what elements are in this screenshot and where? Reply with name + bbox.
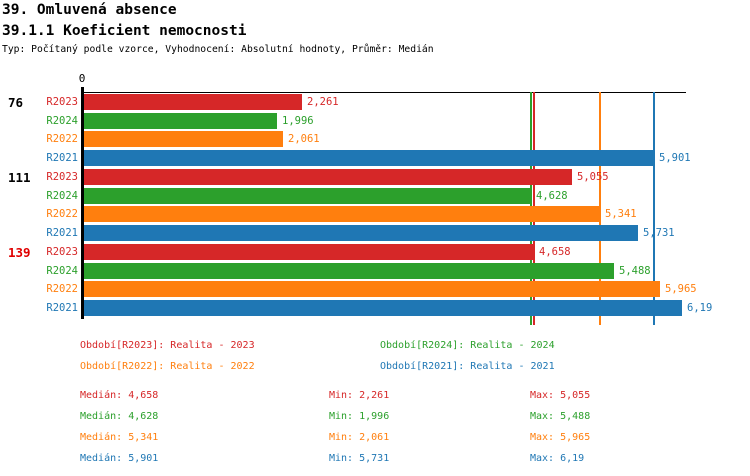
- bar-r2022: [84, 206, 600, 222]
- stat-value: 5,731: [359, 453, 390, 464]
- section-title: 39.1.1 Koeficient nemocnosti: [2, 23, 247, 39]
- stat-value: 4,628: [128, 411, 159, 422]
- stat-min-r2024: Min: 1,996: [329, 411, 389, 423]
- y-axis-line: [81, 87, 84, 319]
- series-label: R2024: [46, 189, 78, 202]
- series-label: R2021: [46, 226, 78, 239]
- stat-label: Min:: [329, 411, 354, 422]
- stat-value: 4,658: [128, 390, 159, 401]
- stat-label: Medián:: [80, 432, 123, 443]
- stat-label: Min:: [329, 432, 354, 443]
- bar-value-label: 6,19: [687, 301, 713, 314]
- bar-r2024: [84, 262, 614, 279]
- bar-r2022: [84, 281, 660, 297]
- series-label: R2023: [46, 171, 78, 183]
- bar-chart: 0 76 R2023 2,261 R2024 1,996 R2022 2,061 R2021 5…: [0, 60, 750, 340]
- bar-value-label: 5,965: [665, 283, 697, 295]
- series-label: R2022: [46, 283, 78, 295]
- chart-top-border: [81, 92, 686, 93]
- legend-item-r2022: Období[R2022]: Realita - 2022: [80, 361, 255, 372]
- stat-max-r2022: Max: 5,965: [530, 432, 590, 444]
- stat-median-r2024: Medián: 4,628: [80, 411, 158, 423]
- stat-value: 6,19: [560, 453, 585, 464]
- stat-max-r2023: Max: 5,055: [530, 390, 590, 402]
- median-line-r2021: [653, 92, 656, 325]
- bar-r2023: [84, 94, 302, 110]
- bar-value-label: 4,658: [539, 246, 571, 258]
- stat-label: Max:: [530, 390, 555, 401]
- stat-min-r2021: Min: 5,731: [329, 453, 389, 465]
- bar-value-label: 4,628: [536, 189, 568, 202]
- series-label: R2022: [46, 133, 78, 145]
- stat-min-r2023: Min: 2,261: [329, 390, 389, 402]
- bar-value-label: 5,901: [659, 151, 691, 164]
- group-label: 111: [8, 170, 31, 185]
- group-label: 139: [8, 245, 31, 260]
- bar-value-label: 5,055: [577, 171, 609, 183]
- bar-value-label: 1,996: [282, 114, 314, 127]
- bar-r2024: [84, 112, 277, 129]
- series-label: R2021: [46, 301, 78, 314]
- stat-value: 1,996: [359, 411, 390, 422]
- bar-r2021: [84, 149, 654, 166]
- stat-label: Max:: [530, 432, 555, 443]
- stat-label: Max:: [530, 453, 555, 464]
- stat-max-r2021: Max: 6,19: [530, 453, 584, 465]
- series-label: R2023: [46, 96, 78, 108]
- stat-label: Min:: [329, 390, 354, 401]
- bar-r2021: [84, 224, 638, 241]
- legend-item-r2023: Období[R2023]: Realita - 2023: [80, 340, 255, 351]
- stat-value: 5,055: [560, 390, 591, 401]
- stat-value: 5,901: [128, 453, 159, 464]
- stat-max-r2024: Max: 5,488: [530, 411, 590, 423]
- stat-median-r2021: Medián: 5,901: [80, 453, 158, 465]
- bar-r2022: [84, 131, 283, 147]
- bar-r2021: [84, 299, 682, 316]
- stat-value: 5,488: [560, 411, 591, 422]
- bar-value-label: 2,261: [307, 96, 339, 108]
- stat-label: Medián:: [80, 453, 123, 464]
- stat-label: Min:: [329, 453, 354, 464]
- bar-r2023: [84, 244, 534, 260]
- report-title: 39. Omluvená absence: [2, 2, 177, 18]
- bar-value-label: 5,488: [619, 264, 651, 277]
- legend-item-r2024: Období[R2024]: Realita - 2024: [380, 340, 555, 351]
- bar-r2023: [84, 169, 572, 185]
- stat-label: Medián:: [80, 390, 123, 401]
- chart-meta: Typ: Počítaný podle vzorce, Vyhodnocení:…: [2, 44, 434, 55]
- group-label: 76: [8, 95, 24, 110]
- series-label: R2024: [46, 114, 78, 127]
- stat-label: Max:: [530, 411, 555, 422]
- legend-item-r2021: Období[R2021]: Realita - 2021: [380, 361, 555, 372]
- bar-value-label: 5,341: [605, 208, 637, 220]
- axis-zero-label: 0: [78, 72, 86, 85]
- bar-value-label: 2,061: [288, 133, 320, 145]
- series-label: R2023: [46, 246, 78, 258]
- stat-value: 5,341: [128, 432, 159, 443]
- stat-value: 5,965: [560, 432, 591, 443]
- stat-median-r2022: Medián: 5,341: [80, 432, 158, 444]
- bar-value-label: 5,731: [643, 226, 675, 239]
- series-label: R2021: [46, 151, 78, 164]
- stat-label: Medián:: [80, 411, 123, 422]
- stat-median-r2023: Medián: 4,658: [80, 390, 158, 402]
- series-label: R2022: [46, 208, 78, 220]
- series-label: R2024: [46, 264, 78, 277]
- stat-value: 2,061: [359, 432, 390, 443]
- bar-r2024: [84, 187, 531, 204]
- stat-min-r2022: Min: 2,061: [329, 432, 389, 444]
- stat-value: 2,261: [359, 390, 390, 401]
